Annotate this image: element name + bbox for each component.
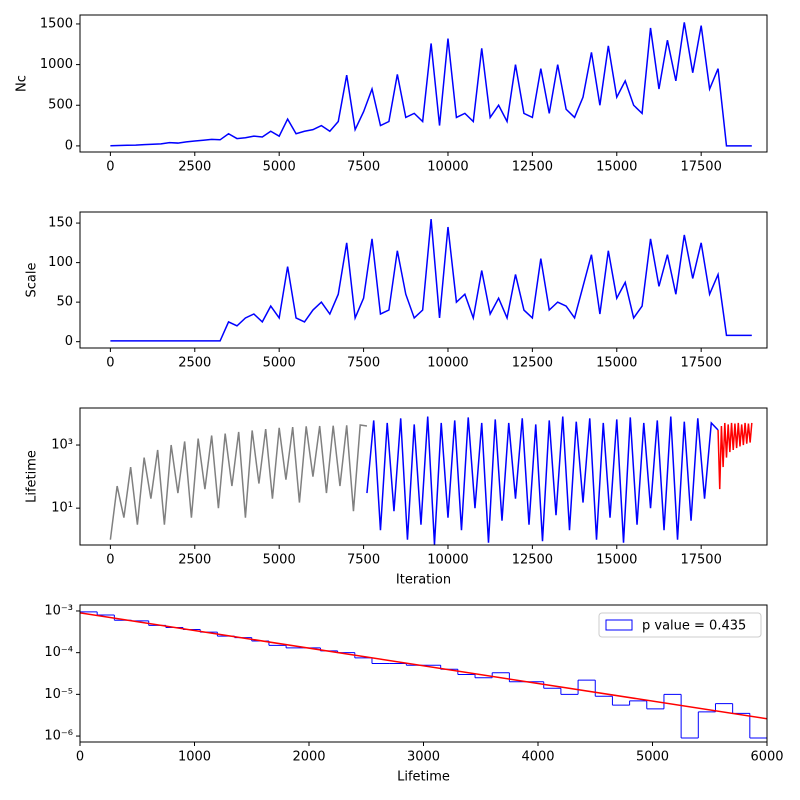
x-tick-label: 5000 xyxy=(636,750,669,765)
y-tick-label: 0 xyxy=(65,138,73,153)
y-tick-label: 10⁻⁶ xyxy=(44,729,73,744)
x-tick-label: 0 xyxy=(106,356,114,371)
x-tick-label: 4000 xyxy=(521,750,554,765)
x-tick-label: 0 xyxy=(106,160,114,175)
line xyxy=(110,22,752,147)
x-tick-label: 10000 xyxy=(427,553,468,568)
x-tick-label: 0 xyxy=(76,750,84,765)
x-tick-label: 10000 xyxy=(427,160,468,175)
line xyxy=(717,422,753,490)
y-tick-label: 150 xyxy=(48,216,73,231)
y-tick-label: 10³ xyxy=(51,438,73,453)
x-axis-label: Iteration xyxy=(396,573,451,588)
axes-frame xyxy=(79,211,768,349)
legend-frame xyxy=(598,612,762,638)
x-tick-label: 12500 xyxy=(512,356,553,371)
x-tick-label: 15000 xyxy=(596,356,637,371)
x-tick-label: 2500 xyxy=(178,160,211,175)
x-tick-label: 17500 xyxy=(680,160,721,175)
y-tick-label: 1000 xyxy=(40,57,73,72)
x-tick-label: 12500 xyxy=(512,160,553,175)
x-tick-label: 17500 xyxy=(680,356,721,371)
line xyxy=(110,219,752,342)
y-tick-label: 500 xyxy=(48,98,73,113)
x-tick-label: 7500 xyxy=(347,160,380,175)
x-tick-label: 5000 xyxy=(263,553,296,568)
x-tick-label: 3000 xyxy=(407,750,440,765)
x-tick-label: 10000 xyxy=(427,356,468,371)
x-tick-label: 17500 xyxy=(680,553,721,568)
x-tick-label: 0 xyxy=(106,553,114,568)
x-tick-label: 15000 xyxy=(596,160,637,175)
x-axis-label: Lifetime xyxy=(397,770,450,785)
plot-area xyxy=(109,416,753,545)
x-tick-label: 7500 xyxy=(347,553,380,568)
y-axis-label: Nc xyxy=(15,75,30,92)
x-tick-label: 1000 xyxy=(178,750,211,765)
y-axis-label: Scale xyxy=(25,263,40,298)
x-tick-label: 5000 xyxy=(263,160,296,175)
x-tick-label: 12500 xyxy=(512,553,553,568)
x-tick-label: 2500 xyxy=(178,553,211,568)
plot-area xyxy=(80,611,767,742)
y-tick-label: 100 xyxy=(48,255,73,270)
legend: p value = 0.435 xyxy=(598,612,762,638)
y-tick-label: 10¹ xyxy=(51,501,73,516)
plot-area xyxy=(110,22,752,147)
x-tick-label: 5000 xyxy=(263,356,296,371)
x-tick-label: 2000 xyxy=(292,750,325,765)
legend-label: p value = 0.435 xyxy=(642,619,746,634)
x-tick-label: 7500 xyxy=(347,356,380,371)
x-tick-label: 15000 xyxy=(596,553,637,568)
y-tick-label: 0 xyxy=(65,334,73,349)
x-tick-label: 6000 xyxy=(750,750,783,765)
y-tick-label: 10⁻³ xyxy=(44,603,73,618)
fit-line xyxy=(80,612,767,720)
y-axis-label: Lifetime xyxy=(25,450,40,503)
y-tick-label: 10⁻⁴ xyxy=(44,645,73,660)
y-tick-label: 10⁻⁵ xyxy=(44,687,73,702)
y-tick-label: 1500 xyxy=(40,16,73,31)
axes-frame xyxy=(79,407,768,546)
x-tick-label: 2500 xyxy=(178,356,211,371)
y-tick-label: 50 xyxy=(56,295,73,310)
axes-frame xyxy=(79,604,768,743)
plot-area xyxy=(110,219,752,342)
axes-frame xyxy=(79,14,768,153)
legend-swatch xyxy=(605,619,633,631)
line xyxy=(109,424,368,540)
line xyxy=(366,416,719,545)
